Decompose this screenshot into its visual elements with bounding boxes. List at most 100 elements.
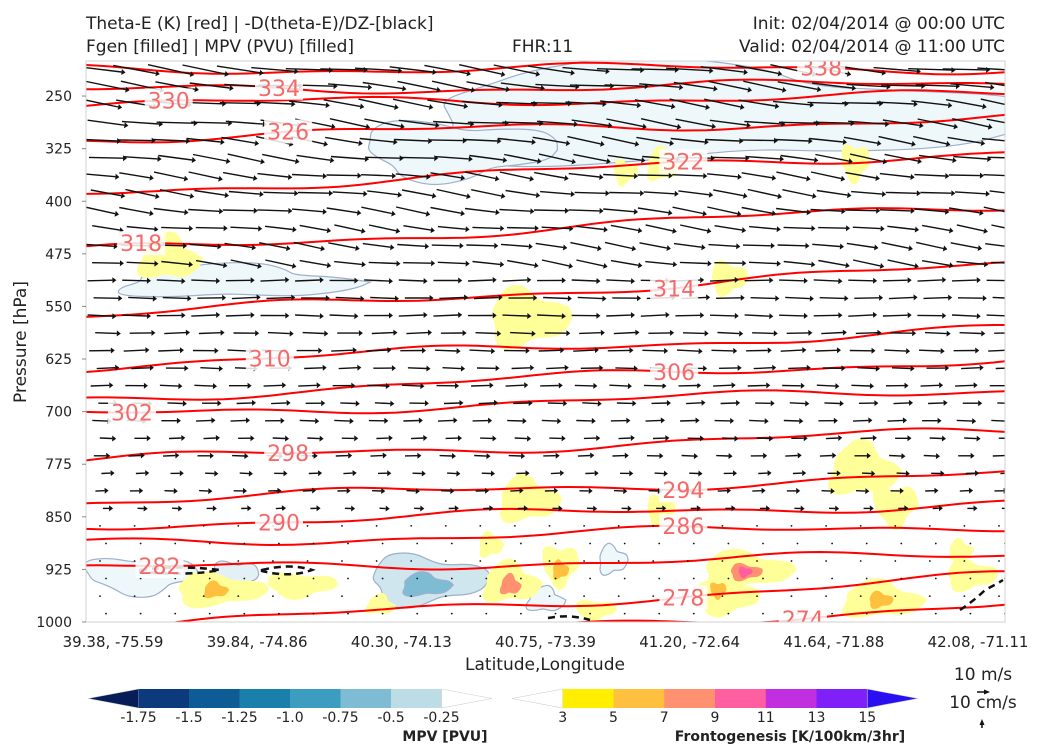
wind-vector [381, 612, 384, 615]
wind-vector [161, 225, 194, 232]
wind-vector [573, 347, 599, 354]
wind-vector [538, 153, 576, 165]
wind-vector [430, 206, 465, 217]
wind-vector [376, 435, 393, 442]
vector-key-vertical-arrow [979, 719, 985, 728]
wind-vector [900, 577, 903, 580]
wind-vector [749, 418, 769, 425]
wind-vector [475, 487, 489, 494]
wind-vector [323, 99, 365, 110]
wind-vector [398, 278, 428, 284]
wind-vector [147, 64, 195, 77]
wind-vector [604, 241, 637, 252]
wind-vector [825, 525, 827, 527]
wind-vector [672, 206, 707, 217]
wind-vector [479, 525, 482, 527]
wind-vector [505, 189, 541, 199]
x-tick-label: 41.20, -72.64 [639, 633, 740, 651]
mpv-region [402, 571, 455, 598]
wind-vector [139, 542, 142, 545]
wind-vector [541, 418, 562, 425]
y-tick-label: 625 [45, 352, 72, 368]
wind-vector [275, 505, 286, 512]
wind-vector [720, 400, 741, 406]
wind-vector [855, 329, 882, 336]
wind-vector [809, 137, 847, 145]
y-tick-label: 700 [45, 405, 72, 421]
wind-vector [986, 279, 1005, 282]
wind-vector [499, 171, 534, 182]
wind-vector [168, 525, 171, 527]
wind-vector [887, 225, 920, 233]
wind-vector [233, 330, 260, 337]
wind-vector [894, 595, 897, 597]
wind-vector [634, 99, 676, 110]
wind-vector [854, 294, 884, 301]
wind-vector [613, 329, 640, 336]
wind-vector [790, 525, 793, 527]
wind-vector [262, 153, 300, 165]
x-tick-label: 39.84, -74.86 [207, 633, 308, 651]
theta-e-contour [86, 499, 1005, 531]
wind-vector [917, 118, 958, 130]
y-axis-title: Pressure [hPa] [11, 281, 31, 403]
wind-vector [198, 329, 225, 336]
wind-vector [126, 225, 159, 233]
wind-vector [310, 505, 321, 512]
wind-vector [447, 470, 461, 477]
wind-vector [715, 294, 745, 301]
wind-vector [887, 259, 919, 269]
wind-vector [312, 612, 315, 615]
wind-vector [813, 278, 843, 285]
wind-vector [612, 452, 629, 459]
wind-vector [652, 435, 670, 442]
wind-vector [122, 277, 151, 284]
wind-vector [102, 505, 114, 512]
wind-vector [911, 100, 953, 109]
wind-vector [680, 224, 712, 234]
wind-vector [227, 153, 265, 165]
mpv-region [599, 542, 629, 576]
colorbar-segment [391, 689, 442, 708]
wind-vector [483, 505, 494, 512]
theta-e-label: 290 [258, 511, 300, 536]
wind-vector [401, 189, 437, 199]
wind-vector [99, 435, 117, 442]
wind-vector [162, 295, 192, 302]
wind-vector [306, 595, 309, 597]
wind-vector [86, 80, 130, 93]
wind-vector [375, 525, 378, 527]
wind-vector [991, 261, 1005, 264]
wind-vector [105, 612, 107, 615]
wind-vector [474, 453, 491, 460]
wind-vector [174, 577, 177, 580]
wind-vector [900, 612, 903, 615]
wind-vector [585, 470, 599, 477]
wind-vector [472, 260, 505, 268]
wind-vector [848, 277, 878, 284]
wind-vector [395, 206, 431, 217]
wind-vector [791, 435, 808, 442]
wind-vector [882, 312, 912, 319]
wind-vector [580, 365, 604, 371]
wind-vector [639, 83, 684, 91]
wind-vector [471, 189, 506, 199]
wind-vector [222, 207, 258, 214]
wind-vector [669, 98, 710, 110]
wind-vector [299, 224, 332, 234]
wind-vector [577, 295, 607, 302]
wind-vector [243, 542, 246, 545]
wind-vector [865, 542, 868, 545]
wind-vector [881, 241, 913, 252]
wind-vector [589, 612, 591, 615]
wind-vector [742, 242, 775, 249]
wind-vector [497, 137, 536, 145]
wind-vector [537, 277, 566, 284]
wind-vector [263, 190, 299, 197]
wind-vector [831, 577, 833, 580]
wind-vector [709, 276, 739, 283]
wind-vector [619, 470, 634, 477]
wind-vector [202, 525, 205, 527]
wind-vector [500, 82, 545, 91]
wind-vector [225, 277, 255, 284]
